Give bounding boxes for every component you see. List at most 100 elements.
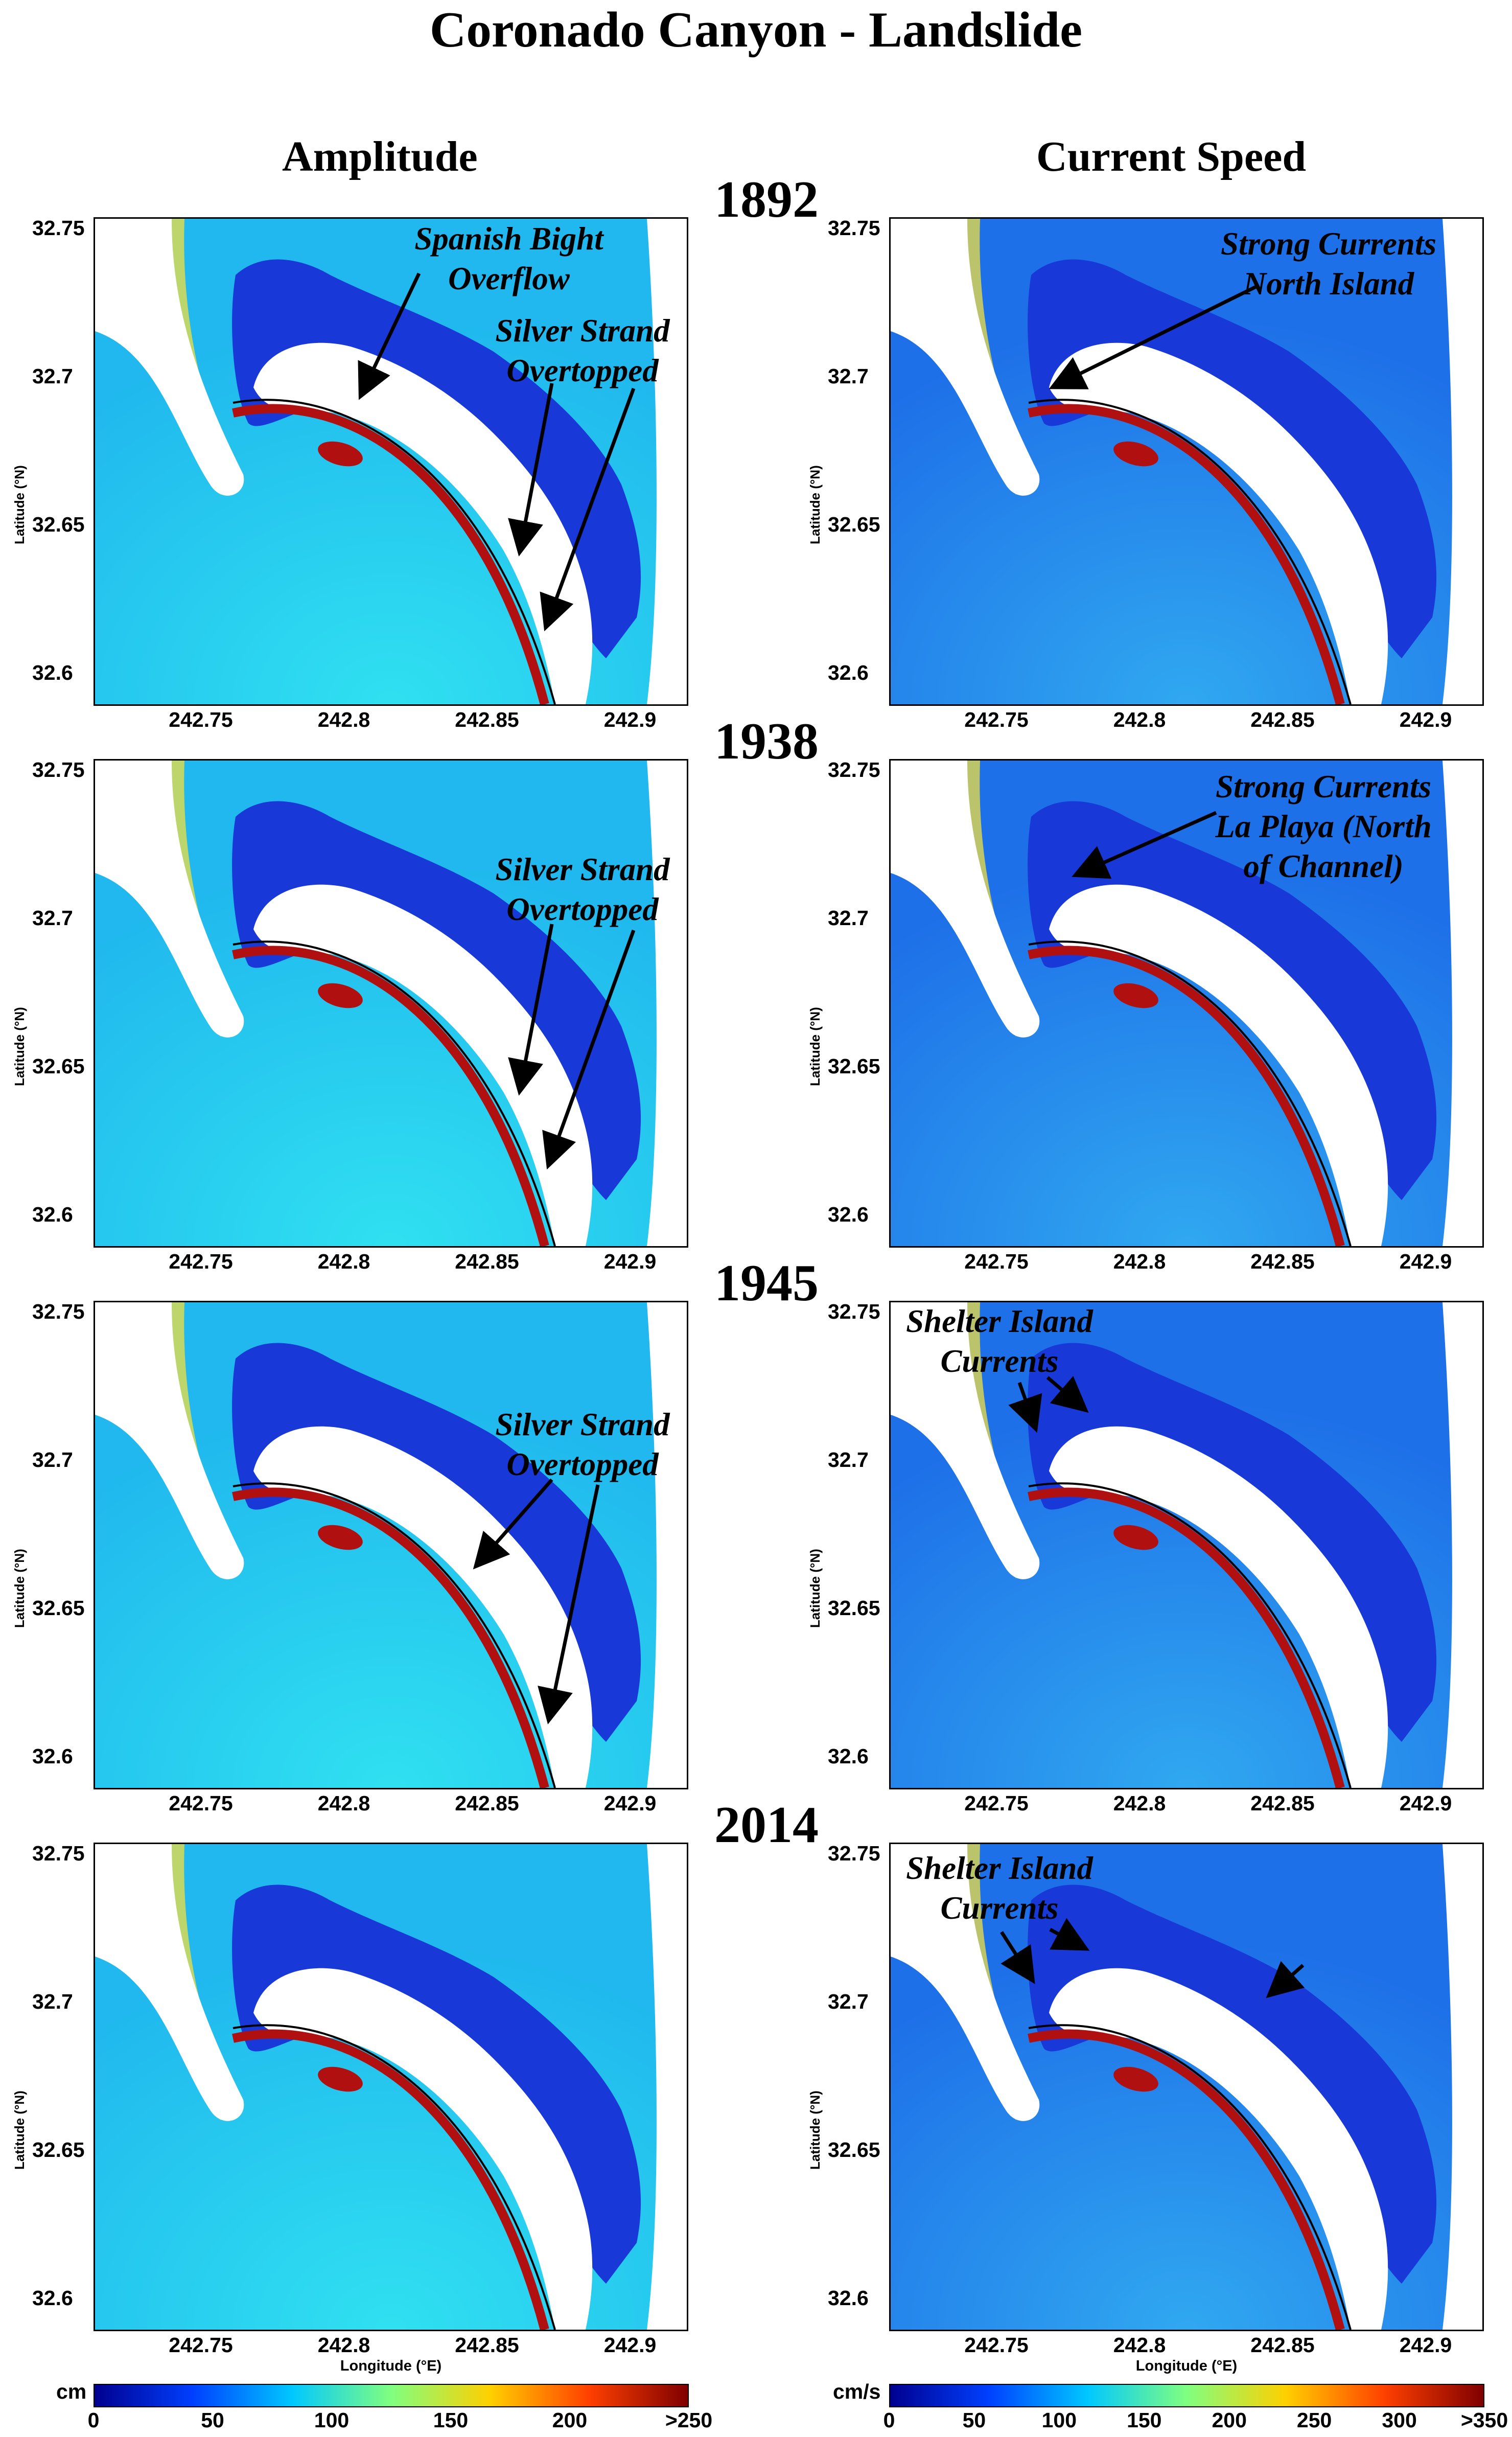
latitude-tick-label: 32.75 — [828, 216, 880, 240]
latitude-tick-label: 32.7 — [828, 1990, 869, 2013]
longitude-tick-label: 242.85 — [1250, 1250, 1315, 1273]
longitude-tick-label: 242.9 — [603, 2333, 657, 2357]
latitude-tick-label: 32.7 — [32, 906, 73, 930]
current-speed-map-panel-2014 — [889, 1843, 1484, 2331]
longitude-tick-label: 242.9 — [1399, 1791, 1452, 1815]
annotation-silver-strand-1938: Silver Strand Overtopped — [495, 852, 670, 927]
longitude-tick-label: 242.85 — [455, 2333, 519, 2357]
longitude-tick-label: 242.8 — [1113, 708, 1166, 731]
amplitude-colorbar — [94, 2384, 689, 2407]
latitude-tick-label: 32.6 — [32, 2286, 73, 2310]
latitude-tick-label: 32.7 — [828, 364, 869, 388]
annotation-strong-currents-la-playa: Strong Currents La Playa (North of Channel… — [1215, 769, 1432, 884]
longitude-tick-label: 242.75 — [169, 1250, 233, 1273]
current-speed-map-panel-1938 — [889, 759, 1484, 1248]
longitude-axis-label: Longitude (°E) — [340, 2358, 442, 2374]
longitude-tick-label: 242.85 — [455, 708, 519, 731]
longitude-tick-label: 242.75 — [964, 708, 1029, 731]
amplitude-colorbar-tick: 200 — [552, 2408, 588, 2432]
latitude-axis-label: Latitude (°N) — [807, 2090, 823, 2170]
latitude-tick-label: 32.65 — [32, 2138, 85, 2162]
year-label-1938: 1938 — [714, 712, 819, 770]
latitude-tick-label: 32.65 — [32, 1596, 85, 1620]
amplitude-map-panel-1938 — [94, 759, 688, 1248]
current-speed-column-title: Current Speed — [1036, 133, 1307, 180]
longitude-tick-label: 242.8 — [317, 1791, 370, 1815]
longitude-tick-label: 242.9 — [1399, 1250, 1452, 1273]
latitude-axis-label: Latitude (°N) — [807, 1007, 823, 1086]
latitude-tick-label: 32.75 — [32, 758, 85, 781]
longitude-tick-label: 242.8 — [1113, 2333, 1166, 2357]
latitude-axis-label: Latitude (°N) — [12, 1007, 27, 1086]
latitude-tick-label: 32.6 — [828, 2286, 869, 2310]
latitude-tick-label: 32.65 — [828, 513, 880, 536]
longitude-tick-label: 242.85 — [1250, 708, 1315, 731]
annotation-shelter-island-1945: Shelter Island Currents — [906, 1303, 1093, 1379]
annotation-shelter-island-2014: Shelter Island Currents — [906, 1850, 1093, 1926]
latitude-tick-label: 32.6 — [828, 661, 869, 684]
longitude-tick-label: 242.9 — [603, 1250, 657, 1273]
longitude-tick-label: 242.9 — [603, 1791, 657, 1815]
latitude-tick-label: 32.75 — [32, 1842, 85, 1865]
longitude-tick-label: 242.85 — [1250, 1791, 1315, 1815]
longitude-axis-label: Longitude (°E) — [1135, 2358, 1238, 2374]
latitude-tick-label: 32.75 — [32, 1300, 85, 1323]
speed-colorbar-tick: 100 — [1041, 2408, 1077, 2432]
latitude-tick-label: 32.75 — [828, 1300, 880, 1323]
latitude-tick-label: 32.65 — [828, 1054, 880, 1078]
speed-colorbar-tick: 250 — [1296, 2408, 1332, 2432]
longitude-tick-label: 242.85 — [455, 1791, 519, 1815]
latitude-axis-label: Latitude (°N) — [12, 1549, 27, 1628]
latitude-tick-label: 32.65 — [32, 1054, 85, 1078]
speed-colorbar-tick: >350 — [1460, 2408, 1508, 2432]
amplitude-colorbar-tick: 150 — [433, 2408, 469, 2432]
longitude-tick-label: 242.8 — [317, 1250, 370, 1273]
annotation-strong-currents-north-island: Strong Currents North Island — [1221, 226, 1436, 302]
figure-title: Coronado Canyon - Landslide — [429, 2, 1083, 58]
amplitude-colorbar-tick: 100 — [314, 2408, 350, 2432]
longitude-tick-label: 242.9 — [1399, 2333, 1452, 2357]
longitude-tick-label: 242.75 — [964, 2333, 1029, 2357]
latitude-tick-label: 32.6 — [828, 1203, 869, 1226]
longitude-tick-label: 242.8 — [317, 708, 370, 731]
latitude-tick-label: 32.6 — [828, 1744, 869, 1768]
longitude-tick-label: 242.8 — [1113, 1791, 1166, 1815]
speed-colorbar — [889, 2384, 1484, 2407]
year-label-2014: 2014 — [714, 1796, 819, 1854]
amplitude-colorbar-tick: >250 — [665, 2408, 713, 2432]
longitude-tick-label: 242.75 — [964, 1791, 1029, 1815]
longitude-tick-label: 242.9 — [603, 708, 657, 731]
year-label-1892: 1892 — [714, 171, 819, 228]
amplitude-colorbar-tick: 0 — [87, 2408, 100, 2432]
latitude-tick-label: 32.75 — [828, 758, 880, 781]
latitude-axis-label: Latitude (°N) — [12, 2090, 27, 2170]
longitude-tick-label: 242.75 — [169, 2333, 233, 2357]
latitude-tick-label: 32.6 — [32, 1744, 73, 1768]
amplitude-column-title: Amplitude — [282, 133, 478, 180]
longitude-tick-label: 242.8 — [1113, 1250, 1166, 1273]
longitude-tick-label: 242.8 — [317, 2333, 370, 2357]
latitude-tick-label: 32.7 — [32, 364, 73, 388]
amplitude-map-panel-2014 — [94, 1843, 688, 2331]
longitude-tick-label: 242.85 — [1250, 2333, 1315, 2357]
longitude-tick-label: 242.75 — [169, 708, 233, 731]
latitude-tick-label: 32.75 — [828, 1842, 880, 1865]
speed-colorbar-tick: 300 — [1382, 2408, 1417, 2432]
latitude-tick-label: 32.65 — [828, 2138, 880, 2162]
speed-colorbar-tick: 200 — [1212, 2408, 1247, 2432]
longitude-tick-label: 242.75 — [964, 1250, 1029, 1273]
current-speed-map-panel-1945 — [889, 1301, 1484, 1789]
longitude-tick-label: 242.9 — [1399, 708, 1452, 731]
latitude-axis-label: Latitude (°N) — [807, 465, 823, 544]
latitude-axis-label: Latitude (°N) — [807, 1549, 823, 1628]
annotation-silver-strand-1945: Silver Strand Overtopped — [495, 1407, 670, 1482]
amplitude-colorbar-unit: cm — [56, 2380, 87, 2403]
amplitude-colorbar-tick: 50 — [201, 2408, 224, 2432]
latitude-axis-label: Latitude (°N) — [12, 465, 27, 544]
latitude-tick-label: 32.75 — [32, 216, 85, 240]
longitude-tick-label: 242.75 — [169, 1791, 233, 1815]
latitude-tick-label: 32.6 — [32, 1203, 73, 1226]
latitude-tick-label: 32.7 — [828, 1448, 869, 1472]
latitude-tick-label: 32.65 — [32, 513, 85, 536]
latitude-tick-label: 32.7 — [32, 1448, 73, 1472]
